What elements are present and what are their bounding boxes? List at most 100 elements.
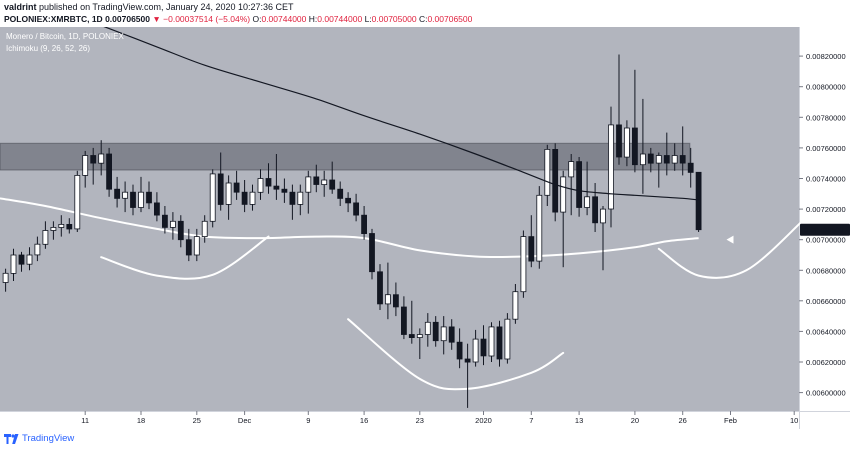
candle (209, 169, 216, 228)
author-name[interactable]: valdrint (4, 2, 37, 12)
candle (647, 147, 654, 173)
candle (687, 147, 694, 188)
candle-body-down (528, 236, 535, 262)
candle-body-up (600, 208, 606, 224)
candle (655, 152, 662, 188)
candle (313, 164, 320, 193)
publish-line: valdrint published on TradingView.com, J… (4, 2, 294, 12)
candle-body-up (74, 174, 81, 230)
time-tick-label: Feb (724, 416, 737, 425)
price-tick-label: 0.00780000 (806, 113, 846, 122)
candles (2, 54, 702, 408)
candle-body-up (560, 176, 567, 213)
candle (584, 161, 590, 216)
candle (66, 218, 73, 234)
candle (297, 184, 304, 216)
candle-body-up (321, 179, 328, 185)
candle-body-down (337, 188, 344, 199)
candle-body-up (122, 191, 128, 199)
candle (632, 69, 638, 173)
candle (520, 230, 527, 298)
candle (257, 169, 264, 200)
candle-body-up (209, 173, 216, 222)
price-tick-label: 0.00660000 (806, 297, 846, 306)
candle (592, 183, 598, 232)
price-axis-labels: 0.00820000 0.00800000 0.00780000 0.00760000… (799, 52, 846, 398)
price-tick-label: 0.00680000 (806, 266, 846, 275)
candle-body-down (273, 185, 280, 190)
tradingview-logo-icon (4, 434, 19, 444)
time-axis[interactable] (0, 411, 850, 429)
candle-body-down (66, 223, 73, 230)
candle (34, 236, 41, 262)
candle-body-up (26, 254, 33, 265)
time-tick-label: 16 (360, 416, 368, 425)
drawn-arc-3 (657, 220, 804, 279)
candle (448, 319, 455, 350)
candle (90, 147, 97, 185)
candle-body-down (408, 334, 415, 338)
candle-body-down (377, 271, 383, 305)
candle (345, 192, 352, 213)
candle (50, 221, 57, 240)
candle (416, 328, 423, 359)
time-tick-label: 23 (416, 416, 424, 425)
candle-body-down (647, 153, 654, 164)
candle-body-up (424, 321, 431, 335)
candle (624, 120, 630, 167)
candle-body-down (679, 155, 686, 164)
candle (146, 181, 152, 210)
time-tick-label: 9 (306, 416, 310, 425)
candle (329, 161, 336, 194)
close-value: 0.00706500 (427, 14, 473, 24)
candle (217, 152, 224, 211)
candle (377, 264, 383, 310)
candle-body-down (369, 233, 375, 273)
candle (161, 206, 168, 234)
candle-body-up (416, 334, 423, 338)
candle-body-down (576, 161, 582, 208)
candle (608, 106, 614, 228)
candle-body-up (488, 326, 495, 357)
candle (225, 175, 232, 220)
candle (26, 247, 33, 271)
candle-body-down (392, 294, 399, 308)
candle (289, 184, 296, 220)
candle-body-down (146, 191, 152, 204)
candle (472, 329, 479, 367)
candle-body-up (520, 236, 527, 293)
candle-body-down (552, 149, 559, 213)
candle (576, 157, 582, 217)
price-tick-label: 0.00740000 (806, 175, 846, 184)
price-tick-label: 0.00800000 (806, 83, 846, 92)
time-tick-label: 2020 (475, 416, 492, 425)
candle-body-up (472, 338, 479, 363)
time-tick-label: 25 (193, 416, 201, 425)
price-tick-label: 0.00640000 (806, 327, 846, 336)
price-axis[interactable] (799, 27, 850, 411)
tradingview-brand[interactable]: TradingView (22, 433, 75, 444)
candle (265, 163, 272, 194)
candle (504, 313, 511, 364)
plot-area[interactable] (0, 27, 799, 411)
candle-body-down (177, 220, 184, 241)
candle (193, 228, 200, 262)
candle-body-up (249, 191, 256, 205)
candle-body-up (50, 226, 57, 231)
candle-body-up (655, 155, 662, 164)
price-tick-label: 0.00600000 (806, 389, 846, 398)
candle-body-down (329, 179, 336, 190)
candle (281, 178, 288, 203)
candle (361, 206, 368, 240)
price-chart[interactable]: Monero / Bitcoin, 1D, POLONIEX Ichimoku … (0, 27, 850, 429)
candle-body-up (10, 254, 17, 274)
candle-body-down (185, 239, 192, 256)
candle-body-up (58, 223, 65, 228)
candle (552, 143, 559, 222)
candle (408, 300, 415, 344)
candle (480, 325, 487, 366)
candle-body-up (42, 230, 49, 245)
candle-body-up (34, 243, 41, 256)
time-tick-label: 18 (137, 416, 145, 425)
candle (305, 170, 312, 214)
